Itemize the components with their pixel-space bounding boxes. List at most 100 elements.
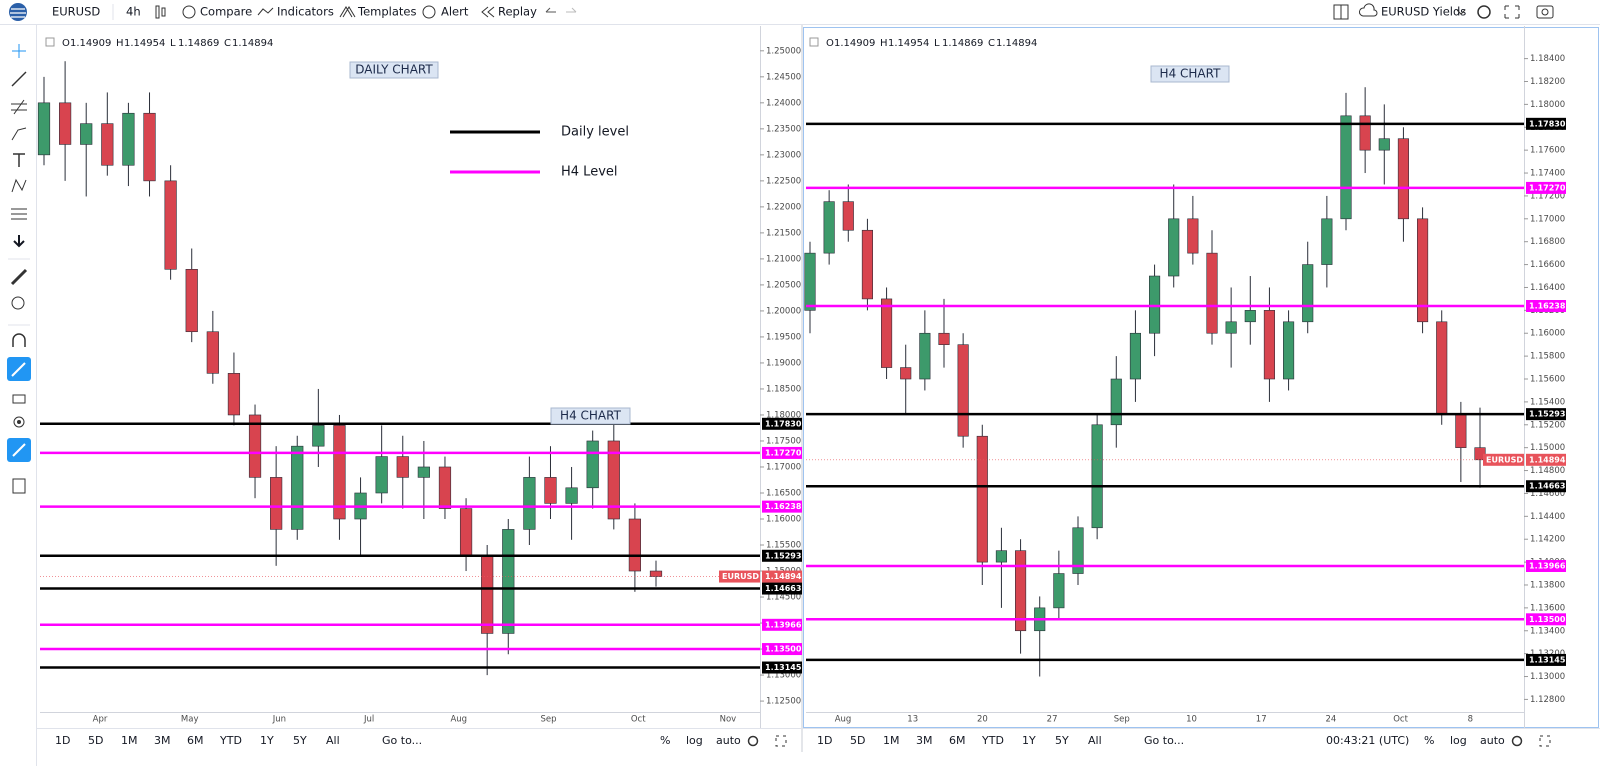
snapshot-icon[interactable] bbox=[1536, 5, 1554, 19]
brush-tool[interactable] bbox=[11, 127, 27, 141]
y-tick-label: 1.16000 bbox=[1530, 329, 1565, 339]
fib-tool[interactable] bbox=[11, 99, 27, 115]
auto-toggle[interactable]: auto bbox=[1480, 734, 1505, 747]
y-tick-label: 1.13000 bbox=[766, 671, 801, 681]
range-button[interactable]: 1M bbox=[883, 734, 900, 747]
chart-type-icon[interactable] bbox=[155, 5, 160, 19]
y-tick-label: 1.15500 bbox=[766, 541, 801, 551]
y-tick-label: 1.15400 bbox=[1530, 397, 1565, 407]
symbol[interactable]: EURUSD bbox=[52, 5, 100, 19]
ohlc-value: 1.14894 bbox=[996, 38, 1037, 49]
y-tick-label: 1.21500 bbox=[766, 228, 801, 238]
delete-tool[interactable] bbox=[12, 478, 26, 494]
candle-body bbox=[227, 373, 241, 416]
candle-body bbox=[1263, 310, 1275, 380]
measure-tool[interactable] bbox=[10, 268, 28, 286]
level-tag bbox=[1526, 181, 1566, 194]
range-button[interactable]: 6M bbox=[187, 734, 204, 747]
last-price-tag bbox=[1526, 453, 1566, 466]
indicators-button[interactable]: Indicators bbox=[277, 5, 334, 19]
level-tag-label: 1.13966 bbox=[1529, 561, 1566, 570]
undo-icon[interactable] bbox=[545, 7, 556, 13]
level-tag-label: 1.17830 bbox=[1529, 119, 1566, 128]
y-tick-label: 1.13600 bbox=[1530, 603, 1565, 613]
ohlc-value: 1.14869 bbox=[942, 38, 983, 49]
templates-button[interactable]: Templates bbox=[357, 5, 416, 19]
ohlc-label: L bbox=[170, 38, 176, 49]
compare-button[interactable]: Compare bbox=[200, 5, 252, 19]
level-tag-label: 1.13145 bbox=[1529, 655, 1566, 664]
settings-icon[interactable] bbox=[1477, 5, 1491, 19]
range-button[interactable]: 5D bbox=[850, 734, 865, 747]
magnet-tool[interactable] bbox=[12, 333, 26, 347]
range-button[interactable]: 1D bbox=[817, 734, 832, 747]
charts: O 1.14909 H 1.14954 L 1.14869 C 1.148941.125001… bbox=[37, 26, 1566, 747]
replay-button[interactable]: Replay bbox=[498, 5, 537, 19]
log-toggle[interactable]: log bbox=[1450, 734, 1467, 747]
axis-fullscreen[interactable] bbox=[1539, 735, 1551, 747]
range-button[interactable]: YTD bbox=[981, 734, 1004, 747]
range-button[interactable]: All bbox=[326, 734, 340, 747]
axis-settings[interactable] bbox=[747, 735, 759, 747]
percent-toggle[interactable]: % bbox=[1424, 734, 1434, 747]
pattern-tool[interactable] bbox=[11, 178, 27, 193]
zoom-tool[interactable] bbox=[11, 296, 25, 310]
candle-body bbox=[1129, 332, 1141, 380]
range-button[interactable]: 3M bbox=[154, 734, 171, 747]
axis-settings[interactable] bbox=[1511, 735, 1523, 747]
text-tool[interactable] bbox=[13, 153, 25, 167]
more-tools[interactable] bbox=[13, 235, 25, 248]
range-button[interactable]: 1D bbox=[55, 734, 70, 747]
range-button[interactable]: 1Y bbox=[1022, 734, 1036, 747]
annotation-box bbox=[349, 61, 439, 79]
range-button[interactable]: All bbox=[1088, 734, 1102, 747]
y-tick-label: 1.18500 bbox=[766, 384, 801, 394]
y-tick-label: 1.12800 bbox=[1530, 695, 1565, 705]
interval[interactable]: 4h bbox=[126, 5, 141, 19]
prediction-tool[interactable] bbox=[11, 208, 27, 220]
candle-body bbox=[1244, 310, 1256, 323]
range-button[interactable]: YTD bbox=[219, 734, 242, 747]
range-button[interactable]: 6M bbox=[949, 734, 966, 747]
y-tick-label: 1.18000 bbox=[1530, 100, 1565, 110]
y-tick-label: 1.16500 bbox=[766, 488, 801, 498]
alert-button[interactable]: Alert bbox=[441, 5, 469, 19]
candle-body bbox=[804, 252, 816, 311]
range-button[interactable]: 5D bbox=[88, 734, 103, 747]
layout-name[interactable]: EURUSD Yields bbox=[1381, 5, 1466, 19]
goto-button[interactable]: Go to... bbox=[1144, 734, 1184, 747]
crosshair-tool[interactable] bbox=[12, 44, 26, 58]
range-button[interactable]: 3M bbox=[916, 734, 933, 747]
fullscreen-icon[interactable] bbox=[1504, 5, 1520, 19]
x-tick-label: Aug bbox=[835, 715, 852, 725]
auto-toggle[interactable]: auto bbox=[716, 734, 741, 747]
candle-body bbox=[1321, 218, 1333, 265]
level-tag bbox=[762, 446, 802, 459]
range-button[interactable]: 1M bbox=[121, 734, 138, 747]
redo-icon[interactable] bbox=[566, 7, 577, 13]
log-toggle[interactable]: log bbox=[686, 734, 703, 747]
candle-body bbox=[291, 445, 304, 530]
level-tag bbox=[762, 643, 802, 656]
candle-body bbox=[375, 456, 388, 494]
candle-body bbox=[1053, 573, 1065, 609]
percent-toggle[interactable]: % bbox=[660, 734, 670, 747]
axis-fullscreen[interactable] bbox=[775, 735, 787, 747]
candle-body bbox=[1436, 321, 1448, 414]
annotation: DAILY CHART bbox=[355, 63, 433, 77]
visibility-tool[interactable] bbox=[13, 416, 25, 428]
range-button[interactable]: 1Y bbox=[260, 734, 274, 747]
lock-tool[interactable] bbox=[12, 394, 26, 404]
goto-button[interactable]: Go to... bbox=[382, 734, 422, 747]
level-tag bbox=[762, 661, 802, 674]
range-button[interactable]: 5Y bbox=[293, 734, 307, 747]
x-tick-label: 24 bbox=[1325, 715, 1336, 725]
dropdown-arrow[interactable] bbox=[1456, 9, 1466, 15]
level-tag bbox=[1526, 480, 1566, 493]
trendline-tool[interactable] bbox=[11, 71, 27, 87]
candle-body bbox=[1455, 413, 1467, 448]
sync-icon bbox=[12, 443, 26, 457]
x-tick-label: Jun bbox=[272, 715, 286, 725]
clock: 00:43:21 (UTC) bbox=[1326, 734, 1409, 747]
range-button[interactable]: 5Y bbox=[1055, 734, 1069, 747]
